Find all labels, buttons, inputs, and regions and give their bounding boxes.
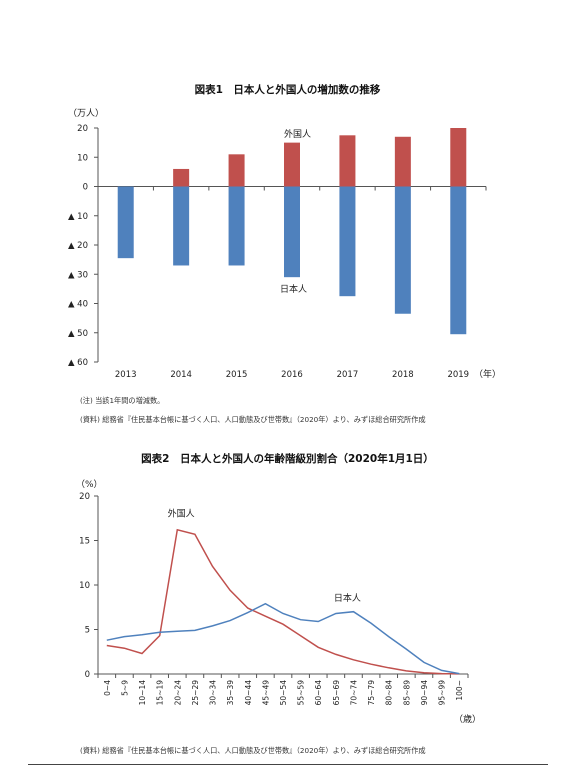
figure2-line-chart: 0 5 10 15 20 0~4 5~9 10~14 15~19 20~24 25~29 30~34 3…: [76, 479, 481, 725]
bar-日本人: [339, 186, 356, 297]
bar-外国人: [284, 142, 300, 187]
series-label-foreign: 外国人: [284, 128, 311, 140]
x-tick-label: 100~: [455, 680, 464, 701]
y-tick-label: ▲ 50: [68, 329, 88, 339]
x-tick-label: 20~24: [173, 680, 182, 706]
x-tick-label: 75~79: [367, 680, 376, 706]
figure2-source: (資料) 総務省『住民基本台帳に基づく人口、人口動態及び世帯数』（2020年）よ…: [80, 746, 426, 755]
bar-日本人: [284, 186, 300, 278]
x-tick-label: 25~29: [191, 680, 200, 706]
y-tick-label: ▲ 10: [68, 212, 88, 222]
y-tick-label: 10: [77, 153, 88, 163]
x-tick-label: 0~4: [103, 680, 112, 696]
x-tick-label: 10~14: [138, 680, 147, 706]
y-tick-label: 15: [79, 537, 90, 547]
y-axis-unit: （万人）: [68, 108, 104, 119]
figure1-source: (資料) 総務省『住民基本台帳に基づく人口、人口動態及び世帯数』（2020年）よ…: [80, 415, 426, 424]
bar-外国人: [450, 128, 467, 187]
x-tick-label: 55~59: [297, 680, 306, 706]
x-tick-label: 40~44: [244, 680, 253, 706]
y-tick-label: 20: [79, 492, 90, 502]
x-axis-unit: （年）: [474, 368, 501, 380]
y-tick-label: ▲ 30: [68, 270, 88, 280]
y-axis-unit: （%）: [76, 479, 103, 490]
x-tick-label: 2018: [392, 370, 414, 380]
x-axis-unit: （歳）: [454, 713, 481, 725]
x-tick-label: 65~69: [332, 680, 341, 706]
x-tick-label: 2017: [337, 370, 359, 380]
bar-日本人: [173, 186, 190, 266]
y-tick-label: 0: [83, 183, 88, 193]
bar-日本人: [450, 186, 467, 335]
x-tick-label: 90~94: [420, 680, 429, 706]
bar-日本人: [117, 186, 134, 259]
x-tick-label: 70~74: [349, 680, 358, 706]
figure2-title: 図表2 日本人と外国人の年齢階級別割合（2020年1月1日）: [141, 453, 434, 465]
x-tick-label: 2014: [170, 370, 192, 380]
series-label-foreign: 外国人: [168, 507, 195, 519]
x-tick-label: 5~9: [120, 680, 129, 696]
bar-外国人: [173, 168, 190, 187]
bar-外国人: [339, 135, 356, 187]
bar-外国人: [228, 154, 245, 187]
figure1-note: (注) 当該1年間の増減数。: [80, 396, 165, 405]
y-tick-label: ▲ 40: [68, 300, 88, 310]
x-tick-label: 2015: [226, 370, 248, 380]
line-外国人: [106, 528, 460, 675]
x-tick-label: 2016: [281, 370, 303, 380]
x-tick-label: 80~84: [385, 680, 394, 706]
x-tick-label: 50~54: [279, 680, 288, 706]
x-tick-label: 35~39: [226, 680, 235, 706]
x-tick-label: 60~64: [314, 680, 323, 706]
y-tick-label: 20: [77, 124, 88, 134]
bar-外国人: [394, 136, 411, 187]
x-tick-label: 95~99: [438, 680, 447, 706]
line-日本人: [106, 602, 460, 675]
x-tick-label: 2019: [447, 370, 469, 380]
y-tick-label: ▲ 60: [68, 358, 88, 368]
y-tick-label: 5: [85, 626, 90, 636]
x-tick-label: 85~89: [402, 680, 411, 706]
series-label-japanese: 日本人: [334, 592, 361, 604]
bar-日本人: [228, 186, 245, 266]
x-tick-label: 2013: [115, 370, 137, 380]
figure1-bar-chart: 20 10 0 ▲ 10 ▲ 20 ▲ 30 ▲ 40 ▲ 50 ▲ 60 2013 2014 201…: [68, 108, 501, 380]
series-label-japanese: 日本人: [280, 283, 307, 295]
x-tick-label: 15~19: [156, 680, 165, 706]
page-bottom-rule: [28, 764, 548, 765]
bar-日本人: [394, 186, 411, 314]
x-tick-label: 30~34: [209, 680, 218, 706]
figure1-title: 図表1 日本人と外国人の増加数の推移: [194, 84, 381, 96]
y-tick-label: ▲ 20: [68, 241, 88, 251]
y-tick-label: 10: [79, 581, 90, 591]
y-tick-label: 0: [85, 670, 90, 680]
x-tick-label: 45~49: [261, 680, 270, 706]
